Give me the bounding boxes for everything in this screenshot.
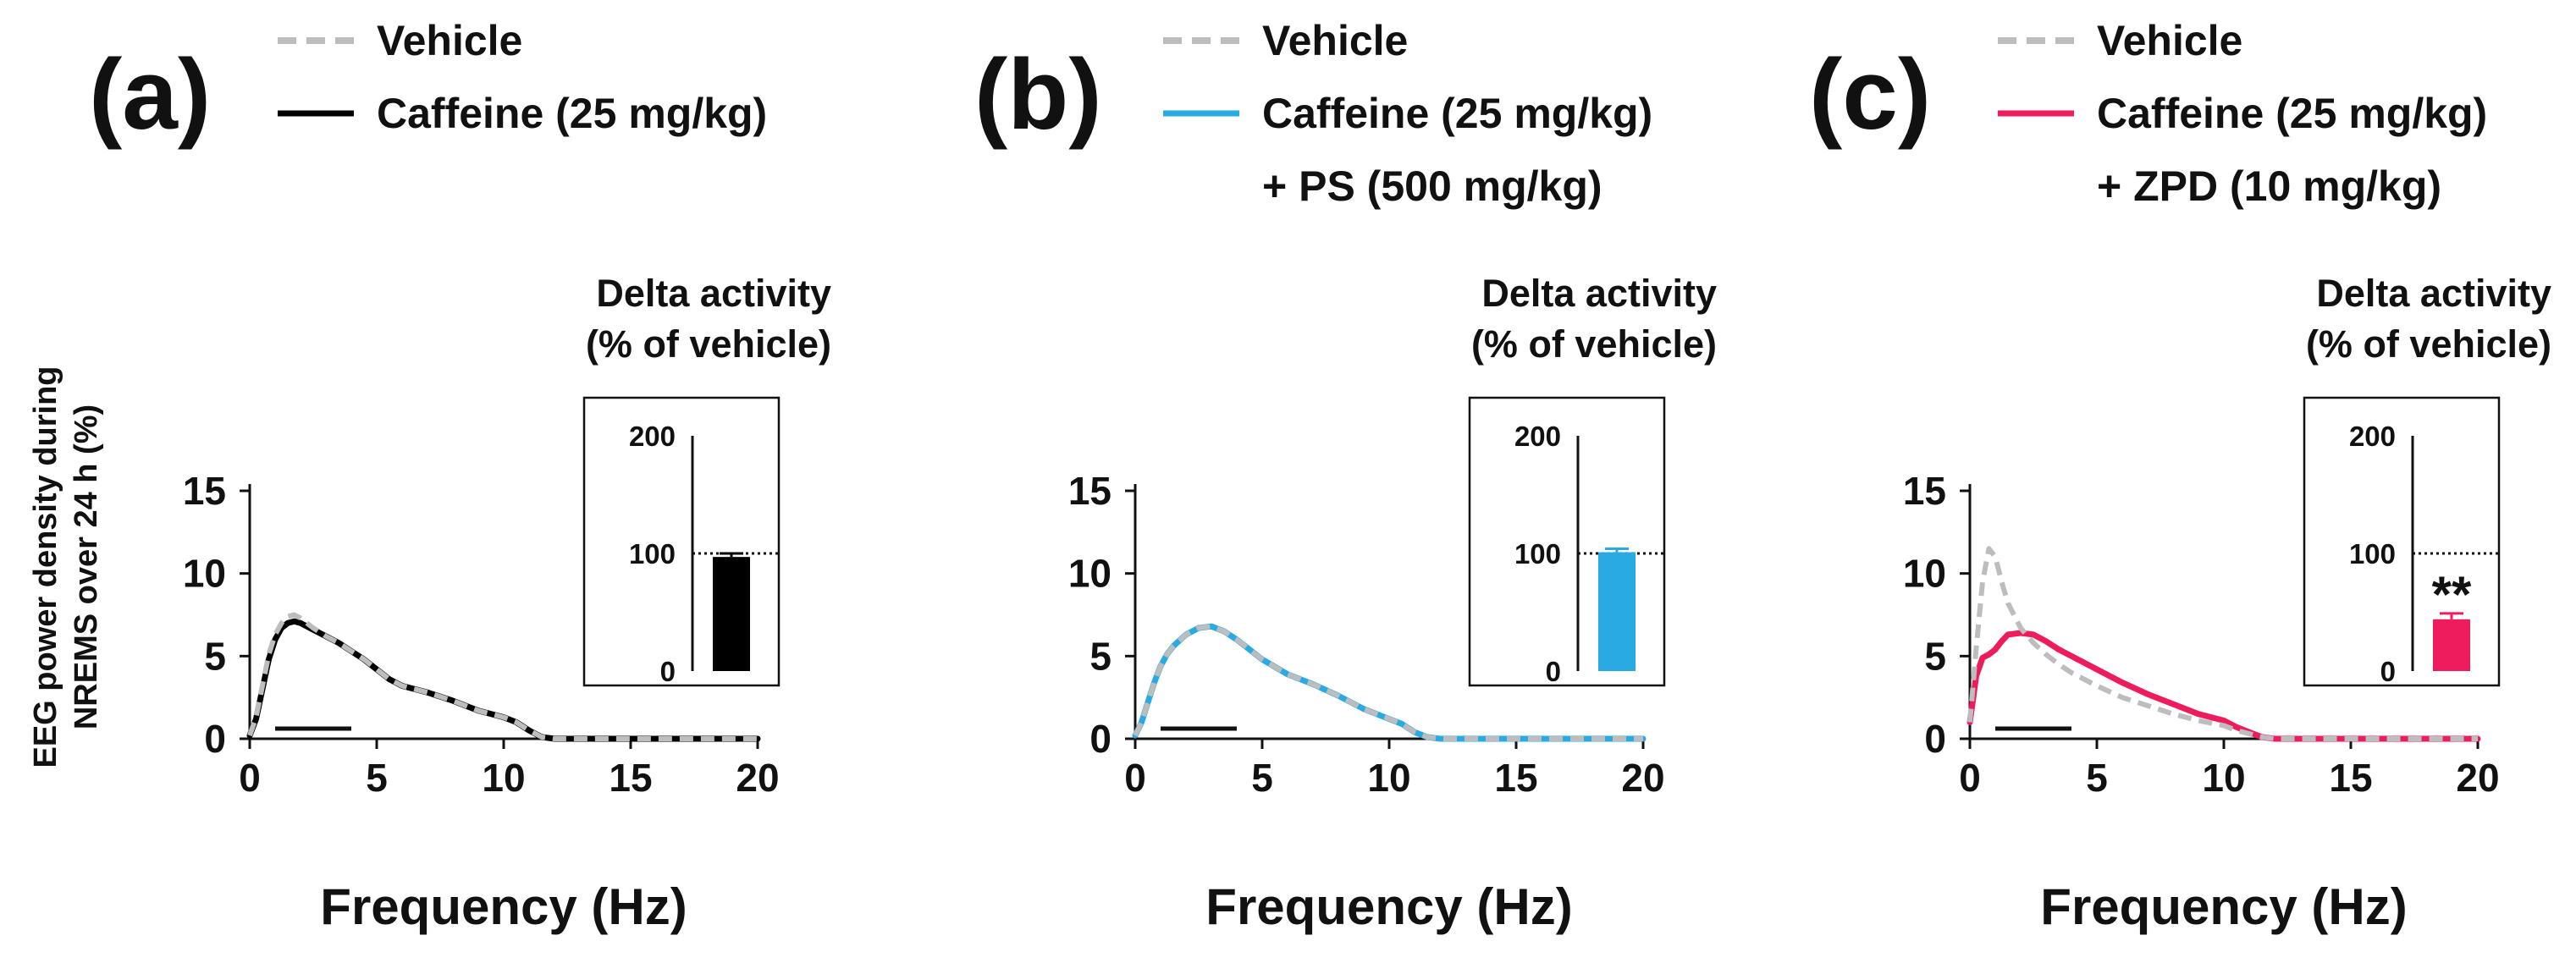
y-tick-label: 5 xyxy=(1089,634,1111,678)
y-tick-label: 10 xyxy=(183,552,226,596)
x-tick-label: 5 xyxy=(366,756,388,800)
panel-label: (b) xyxy=(974,39,1102,151)
x-axis-title: Frequency (Hz) xyxy=(1205,878,1572,935)
x-axis-title: Frequency (Hz) xyxy=(320,878,687,935)
y-tick-label: 10 xyxy=(1903,552,1946,596)
inset-frame xyxy=(1468,396,1666,687)
inset-title-line1: Delta activity xyxy=(2316,272,2551,315)
y-tick-label: 15 xyxy=(1903,469,1946,513)
inset-tick-label: 100 xyxy=(1514,538,1561,570)
legend-label-2: Caffeine (25 mg/kg) xyxy=(1262,90,1652,137)
inset-significance: ** xyxy=(2432,566,2472,623)
y-tick-label: 0 xyxy=(204,717,226,761)
legend-label-2: Caffeine (25 mg/kg) xyxy=(377,90,767,137)
y-tick-label: 15 xyxy=(1068,469,1111,513)
inset-tick-label: 200 xyxy=(1514,421,1561,452)
inset-frame xyxy=(2303,396,2501,687)
inset-frame xyxy=(582,396,781,687)
panel-label: (c) xyxy=(1809,39,1931,151)
legend-label-1: Vehicle xyxy=(377,17,522,64)
x-tick-label: 20 xyxy=(736,756,779,800)
inset-bar xyxy=(1598,552,1636,671)
legend-label-3: + ZPD (10 mg/kg) xyxy=(2097,162,2441,210)
chart-panel-2: (b) Vehicle Caffeine (25 mg/kg) + PS (500 m… xyxy=(974,17,1717,935)
panel-label: (a) xyxy=(89,39,211,151)
series-line-treatment xyxy=(1132,623,1647,742)
inset-tick-label: 0 xyxy=(1546,656,1561,687)
inset-bar xyxy=(2433,619,2470,671)
x-tick-label: 10 xyxy=(2202,756,2245,800)
inset-tick-label: 0 xyxy=(2380,656,2396,687)
x-tick-label: 15 xyxy=(2329,756,2372,800)
inset-title-line2: (% of vehicle) xyxy=(586,322,831,366)
inset-title-line1: Delta activity xyxy=(1481,272,1717,315)
series-line-vehicle xyxy=(1967,546,2478,741)
series-line-vehicle xyxy=(247,612,758,741)
y-tick-label: 0 xyxy=(1924,717,1946,761)
inset-tick-label: 100 xyxy=(2349,538,2396,570)
x-tick-label: 5 xyxy=(1251,756,1273,800)
x-tick-label: 5 xyxy=(2086,756,2108,800)
inset-bar xyxy=(713,557,750,671)
y-tick-label: 5 xyxy=(204,634,226,678)
x-axis-title: Frequency (Hz) xyxy=(2040,878,2407,935)
chart-panel-1: (a) Vehicle Caffeine (25 mg/kg) 0 5 10 15 0 5 10 1… xyxy=(89,17,831,935)
inset-title-line2: (% of vehicle) xyxy=(1471,322,1717,366)
y-axis-label-line2: NREMS over 24 h (%) xyxy=(69,404,104,729)
legend-label-1: Vehicle xyxy=(1262,17,1408,64)
y-tick-label: 5 xyxy=(1924,634,1946,678)
chart-panel-3: (c) Vehicle Caffeine (25 mg/kg) + ZPD (10 m… xyxy=(1809,17,2551,935)
x-tick-label: 0 xyxy=(1124,756,1146,800)
x-tick-label: 10 xyxy=(1367,756,1410,800)
inset-tick-label: 100 xyxy=(629,538,676,570)
y-axis-label: EEG power density during NREMS over 24 h… xyxy=(28,366,104,768)
x-tick-label: 10 xyxy=(482,756,525,800)
x-tick-label: 0 xyxy=(239,756,261,800)
legend-label-2: Caffeine (25 mg/kg) xyxy=(2097,90,2487,137)
legend-label-3: + PS (500 mg/kg) xyxy=(1262,162,1602,210)
x-tick-label: 15 xyxy=(609,756,652,800)
y-axis-label-line1: EEG power density during xyxy=(28,366,63,768)
x-tick-label: 15 xyxy=(1494,756,1537,800)
series-line-vehicle xyxy=(1133,624,1643,741)
y-tick-label: 15 xyxy=(183,469,226,513)
panels: (a) Vehicle Caffeine (25 mg/kg) 0 5 10 15 0 5 10 1… xyxy=(89,17,2551,935)
x-tick-label: 0 xyxy=(1959,756,1981,800)
y-tick-label: 10 xyxy=(1068,552,1111,596)
inset-tick-label: 200 xyxy=(2349,421,2396,452)
x-tick-label: 20 xyxy=(2456,756,2499,800)
inset-tick-label: 0 xyxy=(660,656,676,687)
inset-tick-label: 200 xyxy=(629,421,676,452)
y-tick-label: 0 xyxy=(1089,717,1111,761)
inset-title-line1: Delta activity xyxy=(596,272,831,315)
x-tick-label: 20 xyxy=(1621,756,1664,800)
legend-label-1: Vehicle xyxy=(2097,17,2242,64)
inset-title-line2: (% of vehicle) xyxy=(2306,322,2551,366)
